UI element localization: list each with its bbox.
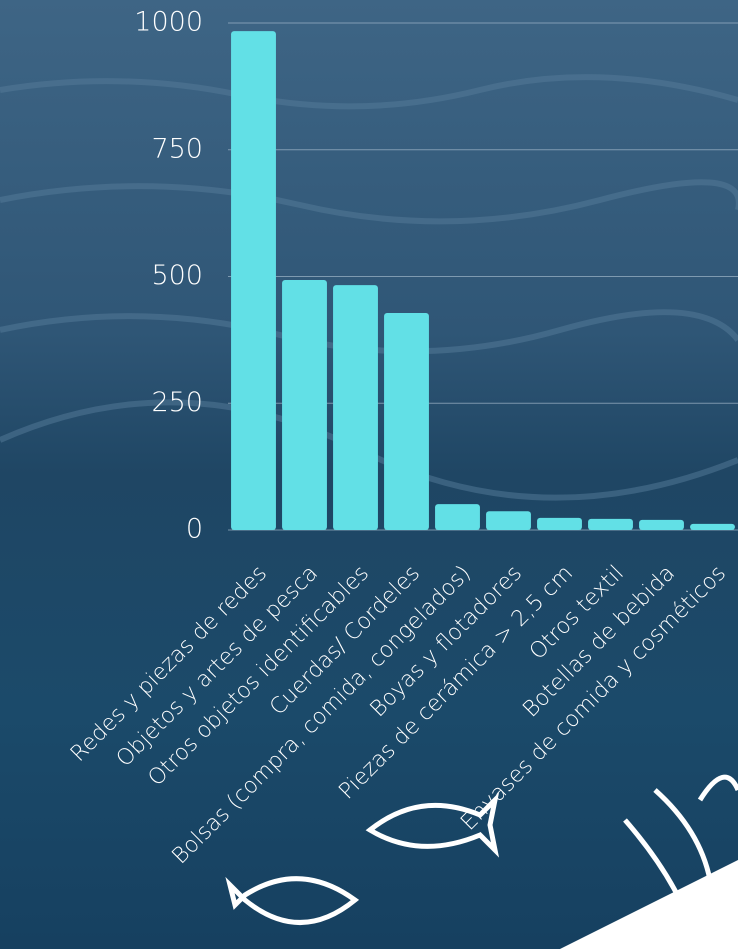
y-tick-label: 1000 (134, 7, 203, 38)
bar (384, 313, 429, 530)
bar (537, 517, 582, 530)
bar (333, 285, 378, 530)
y-tick-label: 0 (186, 514, 203, 545)
bar (690, 523, 735, 530)
bar (282, 280, 327, 530)
bar (486, 511, 531, 530)
bar (639, 519, 684, 530)
bar (588, 518, 633, 530)
bar (435, 504, 480, 530)
bar (231, 31, 276, 530)
y-tick-label: 250 (151, 387, 203, 418)
y-tick-label: 500 (151, 260, 203, 291)
corner-shape (560, 860, 738, 949)
y-tick-label: 750 (151, 133, 203, 164)
